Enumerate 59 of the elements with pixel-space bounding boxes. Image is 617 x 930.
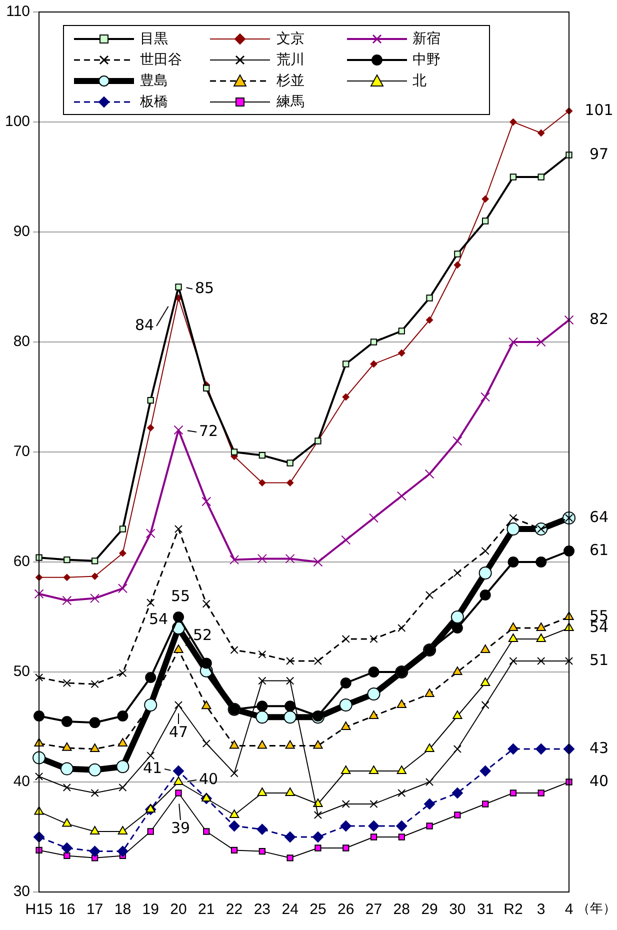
y-tick-label: 50 (13, 663, 30, 680)
data-label: 40 (198, 770, 218, 788)
data-label: 72 (198, 422, 218, 440)
data-label: 39 (170, 818, 190, 837)
x-tick-label: 21 (198, 901, 215, 918)
x-tick-label: 25 (310, 901, 326, 918)
x-tick-label: 31 (476, 901, 494, 918)
y-tick-label: 30 (13, 883, 30, 900)
data-label: 101 (584, 100, 614, 119)
data-label: 85 (194, 278, 214, 297)
x-tick-label: 19 (142, 901, 159, 918)
x-tick-label: 24 (282, 901, 298, 918)
x-tick-label: 26 (338, 901, 354, 918)
legend-label: 板橋 (140, 92, 168, 110)
data-label: 97 (589, 144, 609, 163)
x-tick-label: 27 (365, 901, 382, 918)
x-tick-label: 23 (254, 901, 271, 918)
data-label: 55 (170, 586, 190, 605)
x-tick-label: 30 (449, 901, 466, 918)
legend-label: 杉並 (276, 72, 304, 90)
data-label: 84 (134, 316, 154, 334)
y-tick-label: 80 (13, 333, 30, 350)
data-label: 64 (589, 508, 609, 526)
data-label: 61 (589, 540, 609, 559)
x-tick-label: H15 (25, 901, 53, 918)
y-tick-label: 100 (4, 113, 30, 130)
y-tick-label: 70 (13, 443, 30, 460)
x-tick-label: R2 (504, 901, 523, 918)
x-tick-label: 4 (564, 901, 574, 918)
y-tick-label: 110 (6, 3, 30, 20)
legend-label: 北 (412, 72, 427, 90)
y-tick-label: 90 (13, 223, 30, 240)
x-axis-title: （年） (577, 901, 616, 916)
data-label: 52 (192, 626, 212, 644)
legend-label: 文京 (276, 30, 304, 48)
y-tick-label: 40 (13, 773, 30, 790)
data-label: 40 (589, 772, 609, 790)
x-tick-label: 28 (393, 901, 410, 918)
x-tick-label: 17 (86, 901, 104, 918)
x-tick-label: 16 (58, 901, 76, 918)
data-label: 43 (589, 738, 609, 757)
legend-label: 豊島 (140, 72, 168, 90)
legend-label: 荒川 (276, 50, 304, 68)
x-tick-label: 20 (170, 901, 187, 918)
data-label: 47 (168, 722, 188, 741)
data-label: 82 (589, 310, 609, 328)
y-tick-label: 60 (13, 553, 30, 570)
legend-label: 中野 (412, 50, 441, 68)
legend-label: 目黒 (140, 30, 168, 48)
data-label: 54 (148, 610, 168, 628)
x-tick-label: 22 (226, 901, 243, 918)
x-tick-label: 18 (114, 901, 132, 918)
legend-label: 練馬 (276, 92, 304, 110)
legend-label: 新宿 (412, 30, 441, 48)
x-tick-label: 3 (536, 901, 546, 918)
data-label: 41 (142, 758, 162, 777)
x-tick-label: 29 (421, 901, 438, 918)
legend-label: 世田谷 (140, 50, 182, 68)
data-label: 51 (589, 650, 609, 669)
